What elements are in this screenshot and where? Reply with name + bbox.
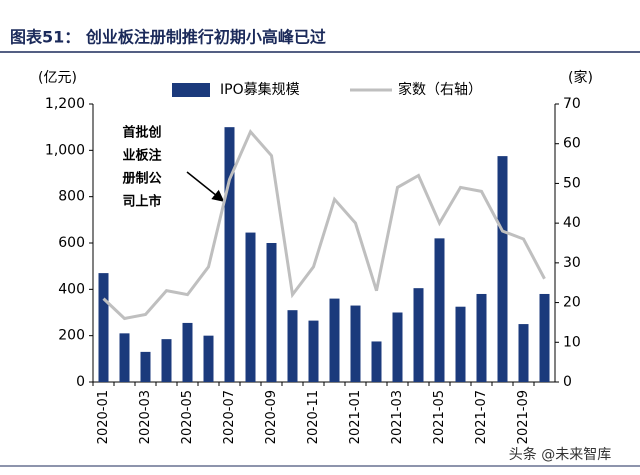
bar (98, 273, 109, 382)
y2-tick-label: 70 (563, 96, 581, 112)
bar (497, 156, 508, 382)
bar (140, 351, 151, 382)
y2-tick-label: 0 (563, 374, 572, 390)
y2-tick-label: 20 (563, 295, 581, 311)
y-tick-label: 200 (58, 328, 85, 344)
x-tick-label: 2021-07 (474, 390, 489, 444)
annotation: 业板注 (122, 148, 161, 164)
y2-tick-label: 10 (563, 334, 581, 350)
x-tick-label: 2021-09 (516, 390, 531, 444)
y2-tick-label: 60 (563, 136, 581, 152)
y-tick-label: 600 (58, 235, 85, 251)
legend-label: IPO募集规模 (220, 81, 300, 98)
x-tick-label: 2021-05 (432, 390, 447, 444)
bar (308, 320, 319, 382)
annotation: 首批创 (122, 125, 161, 141)
x-tick-label: 2020-01 (96, 390, 111, 444)
y-tick-label: 1,200 (45, 96, 85, 112)
bar (329, 298, 340, 382)
watermark: 头条 @未来智库 (509, 446, 611, 463)
bar (119, 333, 130, 382)
bar (350, 305, 361, 382)
bar (518, 324, 529, 382)
bar (203, 335, 214, 382)
y-tick-label: 1,000 (45, 142, 85, 158)
bar (224, 127, 235, 383)
bar (161, 339, 172, 382)
bar (434, 238, 445, 382)
annotation-arrow (186, 171, 225, 202)
bar (476, 293, 487, 382)
y2-tick-label: 30 (563, 255, 581, 271)
annotation: 司上市 (122, 194, 161, 210)
x-tick-label: 2020-11 (306, 390, 321, 444)
bar (245, 232, 256, 382)
legend-swatch (172, 83, 210, 97)
x-tick-label: 2021-03 (390, 390, 405, 444)
bar (371, 341, 382, 382)
y-tick-label: 800 (58, 189, 85, 205)
y-tick-label: 0 (76, 374, 85, 390)
bar (266, 243, 277, 382)
y2-axis-label: (家) (568, 69, 593, 86)
y2-tick-label: 40 (563, 215, 581, 231)
bar (287, 310, 298, 382)
x-tick-label: 2020-07 (222, 390, 237, 444)
x-tick-label: 2020-09 (264, 390, 279, 444)
legend-label: 家数（右轴） (398, 81, 482, 98)
chart-title: 图表51： 创业板注册制推行初期小高峰已过 (10, 28, 326, 47)
y2-tick-label: 50 (563, 175, 581, 191)
x-tick-label: 2020-05 (180, 390, 195, 444)
bar (455, 306, 466, 382)
annotation: 册制公 (122, 171, 161, 187)
x-tick-label: 2020-03 (138, 390, 153, 444)
y-tick-label: 400 (58, 281, 85, 297)
y-axis-label: (亿元) (38, 70, 77, 86)
bar (182, 322, 193, 382)
bar (413, 288, 424, 382)
line (102, 129, 546, 321)
x-tick-label: 2021-01 (348, 390, 363, 444)
bar (392, 312, 403, 382)
bar (539, 293, 550, 382)
